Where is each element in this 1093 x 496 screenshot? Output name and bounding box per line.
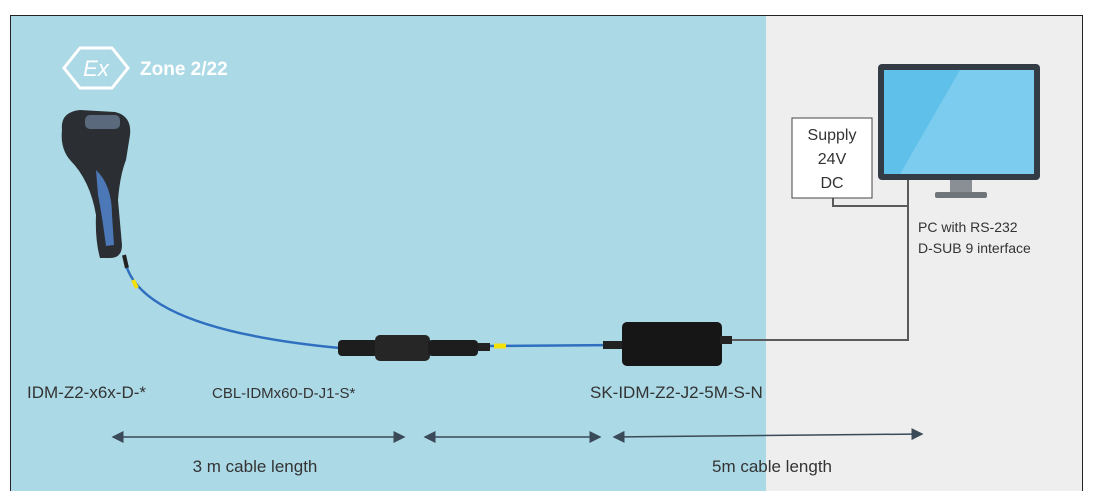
wire — [832, 198, 908, 207]
supply-box — [791, 117, 873, 199]
zone-label: Zone 2/22 — [140, 59, 228, 80]
pc-label: PC with RS-232 — [918, 219, 1018, 235]
cable-end — [603, 341, 623, 349]
connector — [338, 335, 490, 361]
scanner — [61, 110, 131, 269]
zone-area — [10, 16, 766, 491]
ex-logo-text: Ex — [83, 56, 110, 81]
ex-logo — [62, 46, 130, 90]
component-label: IDM-Z2-x6x-D-* — [27, 383, 146, 402]
pc-label: D-SUB 9 interface — [918, 240, 1031, 256]
component-label: CBL-IDMx60-D-J1-S* — [212, 385, 356, 402]
length-arrow — [612, 428, 924, 443]
cable-length: 3 m cable length — [193, 457, 318, 476]
supply-text: Supply — [808, 127, 857, 144]
cable-marker — [131, 279, 139, 289]
power-supply — [622, 322, 722, 366]
monitor — [878, 64, 1040, 198]
wire — [732, 180, 909, 341]
supply-text: DC — [820, 175, 843, 192]
component-label: SK-IDM-Z2-J2-5M-S-N — [590, 383, 763, 402]
cable — [489, 343, 623, 348]
supply-text: 24V — [818, 151, 847, 168]
cable-end — [720, 336, 732, 344]
cable-length: 5m cable length — [712, 457, 832, 476]
